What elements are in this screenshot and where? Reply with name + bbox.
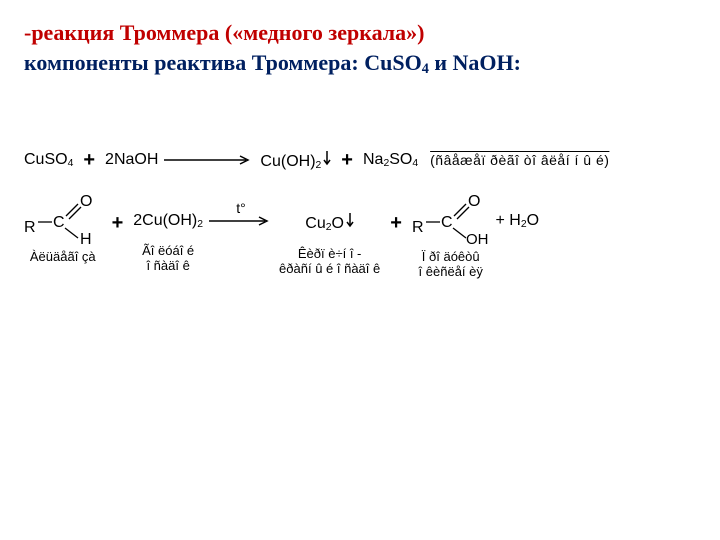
h2o-tail: O bbox=[527, 212, 539, 229]
plus-icon: + bbox=[386, 212, 406, 235]
cu2o-caption: Êèðï è÷í î - êðàñí û é î ñàäî ê bbox=[279, 247, 380, 277]
reaction-area: CuSO4 + 2NaOH Cu(OH)2 + Na2SO4 (ñâåæåï ð… bbox=[24, 149, 696, 280]
title-line2: компоненты реактива Троммера: CuSO4 и Na… bbox=[24, 50, 521, 75]
fresh-note: (ñâåæåï ðèãî òî âëåí í û é) bbox=[430, 152, 609, 168]
reaction-row-1: CuSO4 + 2NaOH Cu(OH)2 + Na2SO4 (ñâåæåï ð… bbox=[24, 149, 696, 172]
cuoh2-reagent: 2Cu(OH)2 Ãî ëóáî é î ñàäî ê bbox=[133, 192, 203, 274]
title-line2a: компоненты реактива Троммера: CuSO bbox=[24, 50, 422, 75]
cuoh-caption: Ãî ëóáî é î ñàäî ê bbox=[142, 244, 194, 274]
cu2o-cap2: êðàñí û é î ñàäî ê bbox=[279, 261, 380, 276]
cuoh2-text: Cu(OH) bbox=[260, 153, 315, 170]
plus-h2o: + H2O bbox=[496, 212, 540, 230]
cu2o-tail: O bbox=[332, 215, 344, 232]
title-line2b: и NaOH: bbox=[429, 50, 521, 75]
cu2o-cap1: Êèðï è÷í î - bbox=[298, 246, 362, 261]
cuso4-text: CuSO bbox=[24, 151, 68, 168]
acid-svg: C O OH bbox=[426, 192, 490, 246]
down-arrow-icon bbox=[323, 150, 331, 171]
svg-text:C: C bbox=[441, 214, 453, 231]
acid-R: R bbox=[412, 219, 424, 237]
title-sub1: 4 bbox=[422, 61, 429, 77]
reagent-cuso4: CuSO4 bbox=[24, 151, 73, 169]
aldehyde-caption: Àëüäåãî çà bbox=[30, 250, 96, 265]
cuoh-cap2: î ñàäî ê bbox=[146, 258, 189, 273]
aldehyde-svg: C O H bbox=[38, 192, 102, 246]
plus-icon: + bbox=[337, 149, 357, 172]
product-cuoh2: Cu(OH)2 bbox=[260, 150, 331, 171]
svg-text:H: H bbox=[80, 231, 92, 246]
acid-cap1: Ï ðî äóêòû bbox=[422, 249, 480, 264]
reagent-naoh: 2NaOH bbox=[105, 151, 158, 169]
temperature-label: t° bbox=[209, 200, 273, 216]
cuoh-pre: 2Cu(OH) bbox=[133, 212, 197, 229]
cuso4-sub: 4 bbox=[68, 158, 74, 169]
product-na2so4: Na2SO4 bbox=[363, 151, 418, 169]
cuoh2-formula: 2Cu(OH)2 bbox=[133, 212, 203, 230]
svg-text:C: C bbox=[53, 214, 65, 231]
heated-arrow: t° bbox=[209, 214, 273, 233]
cu2o-formula: Cu2O bbox=[305, 212, 354, 233]
cu2o-text: Cu bbox=[305, 215, 325, 232]
reaction-row-2: R C O H Àëüäåãî çà + 2Cu(OH) bbox=[24, 192, 696, 280]
svg-text:O: O bbox=[468, 193, 480, 210]
na-text: Na bbox=[363, 151, 383, 168]
acid-struct: R C O OH Ï ðî äóêòû î êèñëåí èÿ bbox=[412, 192, 490, 280]
acid-cap2: î êèñëåí èÿ bbox=[419, 264, 483, 279]
cuoh-sub: 2 bbox=[197, 219, 203, 230]
down-arrow-icon bbox=[346, 212, 354, 233]
plus3-text: + H bbox=[496, 212, 521, 229]
so-text: SO bbox=[389, 151, 412, 168]
aldehyde-struct: R C O H Àëüäåãî çà bbox=[24, 192, 102, 265]
cu2o-product: Cu2O Êèðï è÷í î - êðàñí û é î ñàäî ê bbox=[279, 192, 380, 277]
plus-icon: + bbox=[108, 212, 128, 235]
so4-sub: 4 bbox=[412, 158, 418, 169]
svg-text:OH: OH bbox=[466, 231, 489, 246]
plus-icon: + bbox=[79, 149, 99, 172]
cuoh-cap1: Ãî ëóáî é bbox=[142, 243, 194, 258]
arrow-icon bbox=[164, 153, 254, 167]
cuoh2-sub: 2 bbox=[316, 160, 322, 171]
acid-caption: Ï ðî äóêòû î êèñëåí èÿ bbox=[419, 250, 483, 280]
aldehyde-R: R bbox=[24, 219, 36, 237]
svg-text:O: O bbox=[80, 193, 92, 210]
title-line1: -реакция Троммера («медного зеркала») bbox=[24, 20, 424, 45]
